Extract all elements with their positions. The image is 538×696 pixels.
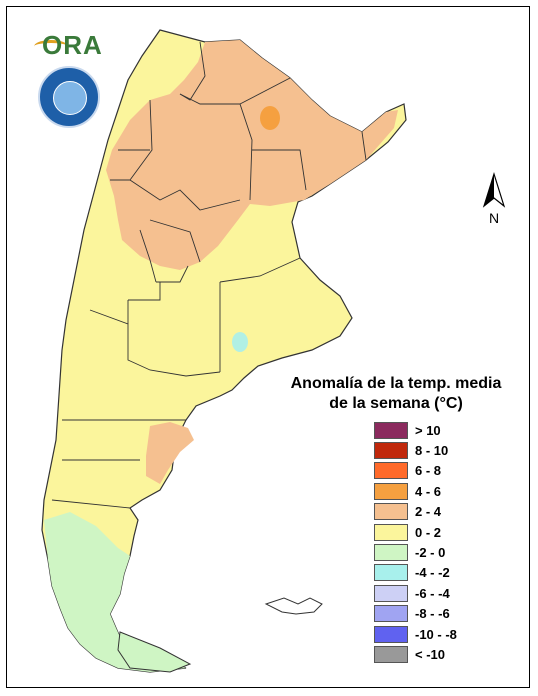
legend-item: -4 - -2: [374, 563, 457, 583]
legend-label: 8 - 10: [415, 443, 449, 459]
legend-item: -2 - 0: [374, 542, 457, 562]
legend-swatch: [374, 564, 408, 582]
legend-swatch: [374, 421, 408, 439]
legend-label: > 10: [415, 422, 441, 438]
legend-item: 2 - 4: [374, 502, 457, 522]
legend-label: 4 - 6: [415, 483, 442, 499]
legend-item: -8 - -6: [374, 604, 457, 624]
seal-inner: [53, 81, 87, 115]
legend-swatch: [374, 584, 408, 602]
warm-zone-north: [106, 40, 398, 270]
legend-item: -10 - -8: [374, 624, 457, 644]
legend-swatch: [374, 645, 408, 663]
legend-label: -4 - -2: [415, 565, 450, 581]
legend-item: 6 - 8: [374, 461, 457, 481]
ora-logo-text: ORA: [42, 30, 103, 60]
smn-seal-icon: [38, 66, 100, 128]
north-arrow: N: [482, 171, 512, 226]
legend-label: -10 - -8: [415, 626, 457, 642]
north-arrow-icon: [482, 171, 506, 208]
cool-zone-south: [44, 512, 186, 672]
legend-swatch: [374, 523, 408, 541]
legend-swatch: [374, 625, 408, 643]
legend-title: Anomalía de la temp. media de la semana …: [286, 374, 506, 414]
legend-title-line1: Anomalía de la temp. media: [290, 375, 502, 392]
legend-item: > 10: [374, 420, 457, 440]
legend-swatch: [374, 544, 408, 562]
cool-spot-center: [232, 332, 248, 352]
legend-label: 2 - 4: [415, 504, 442, 520]
warm-zone-south: [146, 422, 194, 484]
legend-swatch: [374, 482, 408, 500]
legend-label: -6 - -4: [415, 585, 450, 601]
legend-swatch: [374, 462, 408, 480]
legend-label: 6 - 8: [415, 463, 442, 479]
map-frame: [6, 6, 530, 688]
legend-label: -2 - 0: [415, 545, 446, 561]
legend-item: < -10: [374, 644, 457, 664]
legend: > 10 8 - 10 6 - 8 4 - 6 2 - 4 0 - 2 -2 - 0 -4 -…: [374, 420, 457, 665]
legend-item: -6 - -4: [374, 583, 457, 603]
legend-label: -8 - -6: [415, 606, 450, 622]
tierra-del-fuego: [117, 631, 192, 673]
ora-logo-arc: [34, 40, 68, 53]
north-label: N: [488, 210, 500, 226]
legend-swatch: [374, 503, 408, 521]
malvinas-islands: [264, 597, 323, 615]
legend-item: 8 - 10: [374, 440, 457, 460]
legend-item: 0 - 2: [374, 522, 457, 542]
legend-label: 0 - 2: [415, 524, 442, 540]
legend-title-line2: de la semana (°C): [329, 395, 463, 412]
legend-swatch: [374, 442, 408, 460]
legend-swatch: [374, 605, 408, 623]
province-borders: [51, 41, 367, 509]
hot-spot: [260, 106, 280, 130]
legend-item: 4 - 6: [374, 481, 457, 501]
legend-label: < -10: [415, 646, 445, 662]
ora-logo: ORA: [34, 26, 114, 62]
